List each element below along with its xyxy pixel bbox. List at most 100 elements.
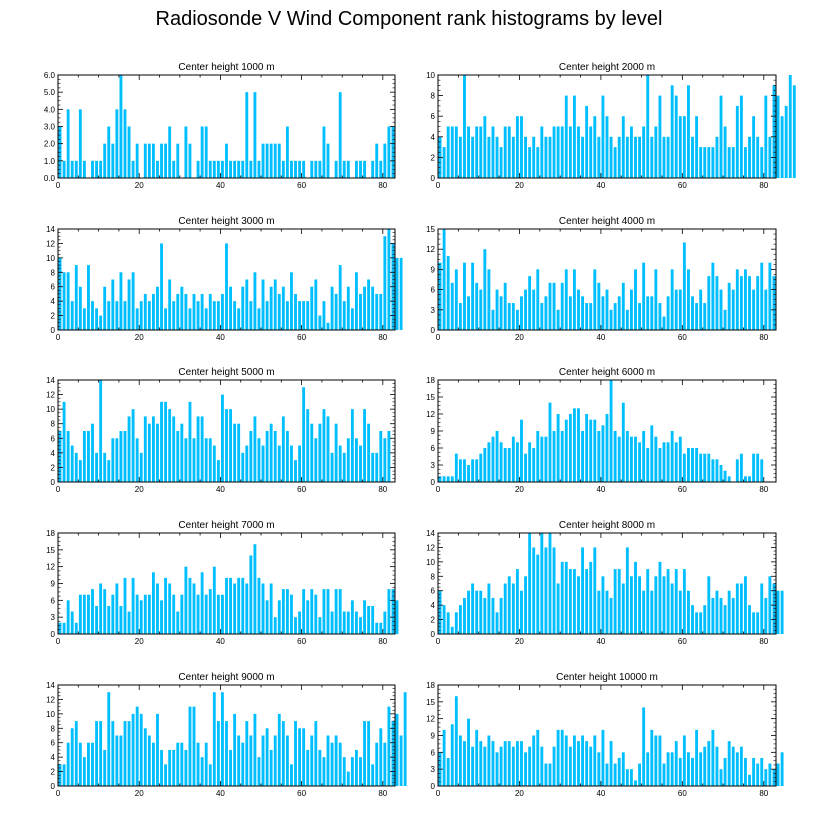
y-tick-label: 8 [431, 92, 436, 101]
bar [164, 143, 168, 178]
bar [601, 729, 605, 786]
bar [662, 316, 666, 330]
y-tick-label: 14 [46, 681, 55, 690]
bar [196, 594, 200, 634]
bar [371, 605, 375, 634]
bar [625, 547, 629, 634]
bar [491, 126, 495, 178]
bar [82, 160, 86, 178]
bar [463, 459, 466, 482]
bar [491, 597, 495, 634]
bar [66, 600, 70, 634]
bar [654, 576, 658, 634]
bar [383, 611, 387, 634]
bar [581, 136, 585, 178]
bar [768, 262, 772, 330]
bar [168, 126, 172, 178]
bar [269, 286, 273, 330]
bar [568, 414, 572, 482]
y-tick-label: 0 [51, 478, 56, 487]
bar [748, 774, 751, 786]
bar [556, 583, 560, 634]
bar [752, 289, 756, 330]
bar [764, 95, 768, 178]
bar [560, 126, 564, 178]
bar [499, 296, 503, 330]
bar [172, 749, 176, 786]
bar [585, 414, 589, 482]
bar [662, 442, 666, 482]
bar [756, 453, 760, 482]
bar [666, 569, 670, 634]
x-tick-label: 0 [436, 485, 441, 494]
bar [103, 143, 107, 178]
bar [520, 419, 523, 482]
y-tick-label: 4 [431, 601, 436, 610]
bar [375, 293, 379, 330]
bar [450, 126, 454, 178]
bar [257, 757, 261, 786]
bar [200, 572, 204, 634]
bar [450, 724, 454, 786]
bar [568, 746, 572, 786]
bar [306, 749, 310, 786]
bar [257, 308, 261, 330]
bar [334, 423, 338, 482]
bar [581, 431, 585, 482]
bar [221, 594, 224, 634]
bar [62, 764, 66, 786]
bar [123, 431, 127, 482]
bar [438, 262, 442, 330]
bar [192, 583, 196, 634]
y-tick-label: 4.0 [44, 105, 56, 114]
bar [249, 160, 253, 178]
x-tick-label: 80 [378, 181, 387, 190]
bar [646, 752, 650, 786]
bar [646, 569, 650, 634]
bar [658, 561, 662, 634]
bar [147, 735, 151, 786]
bar [528, 276, 532, 330]
bar [458, 605, 462, 634]
bar [577, 741, 580, 786]
y-tick-label: 18 [46, 529, 55, 538]
bar [95, 160, 99, 178]
bar [330, 742, 334, 786]
bar [147, 143, 151, 178]
bar [520, 116, 523, 178]
bar [350, 409, 354, 482]
bar [577, 576, 580, 634]
bar [682, 116, 686, 178]
x-tick-label: 80 [378, 789, 387, 798]
bar [156, 160, 159, 178]
bar [507, 576, 511, 634]
bar [446, 476, 450, 482]
bar [463, 75, 466, 178]
y-tick-label: 14 [46, 225, 55, 234]
bar [617, 136, 621, 178]
bar [687, 85, 690, 178]
bar [257, 577, 261, 634]
bar [446, 255, 450, 330]
bar [764, 289, 768, 330]
x-tick-label: 0 [436, 637, 441, 646]
bar [354, 611, 358, 634]
bar [560, 282, 564, 330]
x-tick-label: 40 [596, 333, 605, 342]
bar [605, 116, 609, 178]
bar [221, 160, 224, 178]
bar [281, 721, 285, 786]
panel-2: Center height 2000 m 0 20 40 60 80 0 2 4 6 8 10 [426, 62, 796, 190]
bar [515, 741, 519, 786]
y-tick-label: 0 [431, 326, 436, 335]
x-tick-label: 60 [678, 181, 687, 190]
y-tick-label: 14 [426, 529, 435, 538]
bar [342, 757, 346, 786]
bar [739, 95, 743, 178]
bar [249, 735, 253, 786]
bar [164, 577, 168, 634]
bar [597, 282, 601, 330]
bar [642, 590, 646, 634]
bar [269, 749, 273, 786]
bar [131, 272, 135, 330]
